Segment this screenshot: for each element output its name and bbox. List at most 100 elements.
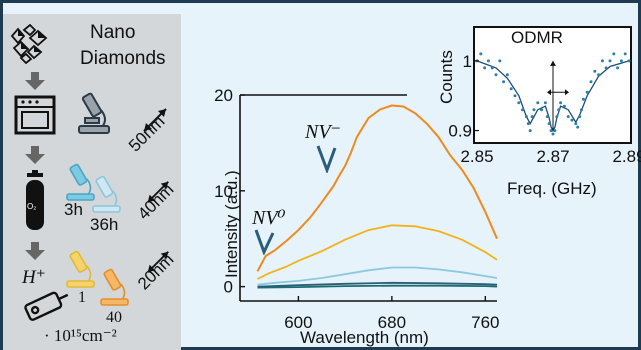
odmr-data-point (557, 108, 561, 112)
odmr-data-point (559, 101, 563, 105)
inset-x-tick-label: 2.87 (536, 147, 569, 166)
odmr-data-point (612, 52, 616, 56)
odmr-data-point (580, 108, 583, 112)
odmr-data-point (616, 66, 620, 70)
inset-y-tick-label: 0.9 (448, 122, 472, 141)
odmr-data-point (589, 80, 593, 84)
microscope-icon (96, 268, 132, 308)
dose-label-1: 1 (78, 289, 86, 306)
odmr-data-point (545, 115, 549, 119)
odmr-data-point (547, 122, 551, 126)
microscope-icon (73, 92, 113, 136)
odmr-data-point (536, 101, 540, 105)
inset-y-tick-label: 1 (463, 52, 472, 71)
oxygen-cylinder-icon (23, 170, 47, 232)
nanodiamonds-title-line1: Nano (90, 22, 136, 43)
odmr-data-point (576, 125, 580, 129)
microscope-icon (62, 163, 98, 203)
x-tick-label: 680 (378, 313, 406, 332)
odmr-data-point (562, 104, 566, 108)
inset-y-label: Counts (437, 50, 456, 104)
oxygen-label: O₂ (27, 202, 37, 211)
odmr-data-point (551, 132, 555, 136)
odmr-data-point (530, 115, 534, 119)
odmr-data-point (483, 66, 487, 70)
inset-x-tick-label: 2.85 (460, 147, 493, 166)
inset-x-label: Freq. (GHz) (507, 179, 597, 198)
splitting-arrow-left-head (547, 89, 551, 96)
oven-icon (14, 95, 56, 135)
odmr-data-point (543, 101, 547, 105)
ion-gun-icon (20, 285, 72, 325)
odmr-data-point (532, 108, 536, 112)
odmr-fit-line (476, 60, 630, 132)
time-label-3h: 3h (64, 200, 83, 219)
odmr-data-point (505, 73, 509, 77)
time-label-36h: 36h (90, 215, 119, 234)
odmr-data-point (619, 59, 623, 63)
odmr-data-point (627, 59, 631, 63)
x-axis-label: Wavelength (nm) (300, 328, 429, 347)
odmr-data-point (498, 59, 502, 63)
odmr-data-point (513, 94, 517, 98)
nv-minus-annotation: NV⁻ (305, 121, 342, 143)
odmr-data-point (608, 59, 612, 63)
odmr-data-point (578, 115, 582, 119)
nv-minus-arrow-icon (315, 143, 337, 178)
odmr-data-point (540, 108, 544, 112)
double-arrow-icon (144, 248, 172, 281)
splitting-arrow-head (550, 60, 556, 66)
spectrum-line-2 (257, 224, 498, 280)
x-tick-label: 600 (284, 313, 312, 332)
inset-title: ODMR (511, 28, 563, 47)
nanodiamonds-title-line2: Diamonds (80, 48, 166, 69)
odmr-data-point (486, 59, 490, 63)
odmr-data-point (581, 97, 585, 101)
odmr-data-point (490, 66, 494, 70)
odmr-data-point (566, 115, 570, 119)
spectrum-line-4 (257, 281, 498, 288)
odmr-data-point (593, 69, 597, 73)
odmr-data-point (597, 73, 601, 77)
odmr-data-point (521, 108, 525, 112)
arrow-down-icon (25, 242, 45, 267)
double-arrow-icon (140, 105, 170, 140)
odmr-data-point (623, 52, 627, 56)
ion-label: H⁺ (22, 267, 46, 288)
odmr-data-point (604, 66, 608, 70)
odmr-data-point (524, 115, 528, 119)
arrow-down-icon (25, 72, 45, 97)
spectrum-line-1 (256, 104, 498, 272)
dose-unit-label: · 10¹⁵cm⁻² (44, 326, 117, 345)
odmr-data-point (509, 87, 513, 91)
y-tick-label: 20 (214, 86, 233, 105)
microscope-icon (88, 175, 124, 215)
nv-zero-arrow-icon (253, 227, 275, 260)
odmr-data-point (517, 101, 521, 105)
odmr-data-point (502, 80, 506, 84)
odmr-data-point (553, 129, 557, 133)
odmr-data-point (585, 90, 589, 94)
y-tick-label: 10 (214, 182, 233, 201)
dose-label-40: 40 (106, 309, 122, 326)
y-tick-label: 0 (224, 278, 233, 297)
spectrum-line-5 (257, 284, 498, 289)
odmr-data-point (574, 122, 578, 126)
spectrum-line-3 (257, 266, 498, 286)
odmr-data-point (555, 115, 559, 119)
splitting-arrow-right-head (565, 89, 569, 96)
odmr-data-point (600, 59, 604, 63)
nv-zero-annotation: NV⁰ (252, 207, 286, 229)
nanodiamond-icon (8, 23, 48, 65)
odmr-data-point (528, 129, 532, 133)
odmr-data-point (570, 118, 574, 122)
odmr-data-point (479, 52, 483, 56)
arrow-down-icon (25, 146, 45, 171)
odmr-data-point (494, 73, 498, 77)
odmr-data-point (526, 122, 530, 126)
odmr-data-point (549, 129, 553, 133)
double-arrow-icon (144, 178, 172, 211)
